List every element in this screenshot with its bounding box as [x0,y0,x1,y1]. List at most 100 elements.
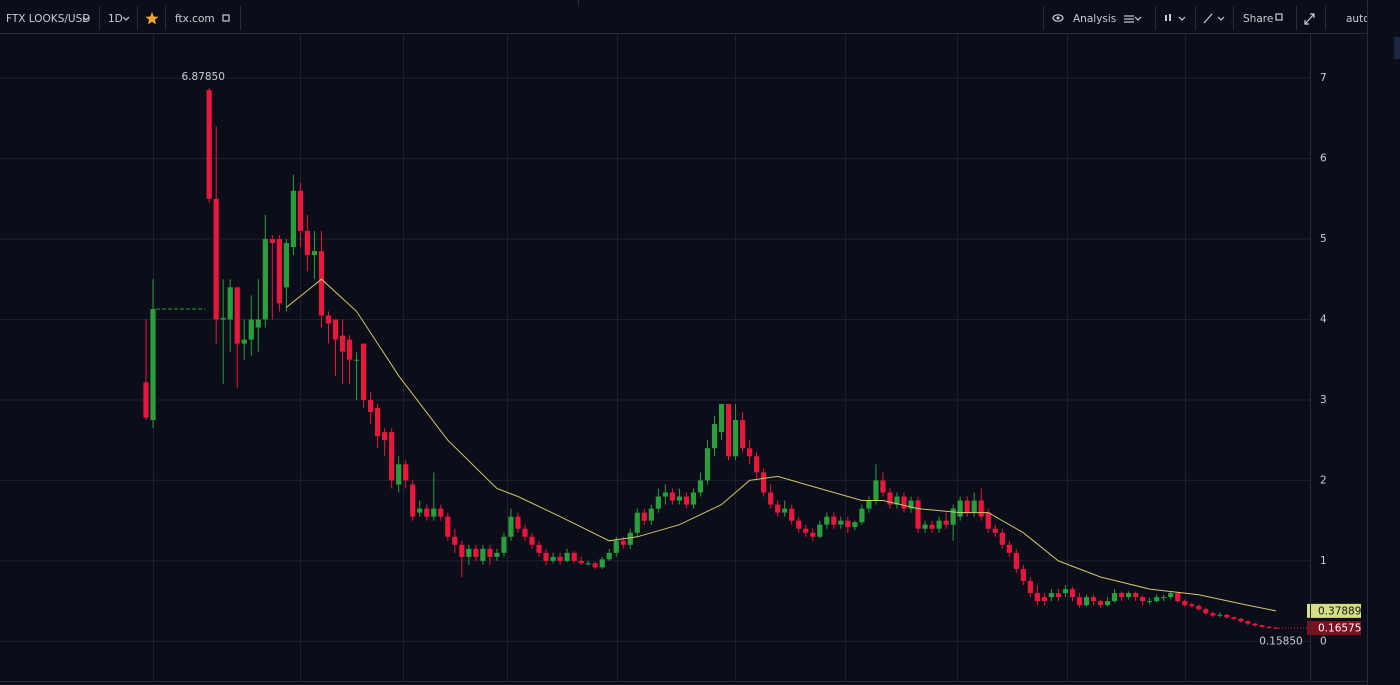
candle-body [866,500,872,509]
candle-body [676,496,683,501]
chevron-icon [1217,16,1225,21]
candle-body [831,516,837,525]
candle-body [375,408,381,437]
candle-body [445,516,451,537]
candle-body [431,508,437,517]
chevron-icon [122,16,130,21]
candle-body [578,560,584,564]
candle-body [754,456,760,473]
candle-body [950,508,956,525]
candle-body [304,230,311,256]
candle-body [1259,625,1265,627]
candle-body [606,552,612,560]
indicator-icon [1124,15,1134,23]
candle-body [929,524,935,529]
candle-body [873,480,879,501]
candle-body [297,190,304,231]
candle-body [332,319,339,340]
candle-body [1161,597,1167,599]
candle-body [718,403,725,433]
candle-body [501,536,507,553]
external-icon [1275,13,1283,21]
toolbar [0,0,1367,33]
scale-mode[interactable]: auto [1346,13,1370,25]
candle-body [1203,609,1209,614]
copy-icon [222,14,230,22]
favorite-star[interactable] [145,12,159,25]
candle-body [206,90,212,199]
candle-body [817,524,823,537]
candle-body [1048,593,1055,598]
candle-body [999,532,1005,545]
candle-body [662,492,668,497]
candle-body [599,559,605,568]
candle-body [669,492,675,501]
candle-body [1006,544,1012,553]
candle-body [732,420,739,457]
candle-body [894,496,900,505]
side-panel-tab[interactable] [1394,37,1400,59]
chevron-icon [82,16,90,21]
candle-body [382,432,388,441]
share-button[interactable]: Share [1243,13,1273,25]
candle-body [536,544,542,553]
candle-body [789,508,795,521]
candle-body [901,496,907,509]
candle-body [213,198,219,320]
candle-body [803,528,809,533]
candle-body [852,522,858,528]
candle-body [634,512,640,533]
candle-body [339,335,346,352]
fullscreen-icon[interactable] [1304,13,1315,25]
y-tick-label: 1 [1320,555,1327,567]
chevron-icon [1134,16,1142,21]
analysis-button[interactable]: Analysis [1073,13,1116,25]
candle-body [739,420,746,449]
ma-last-badge [1307,603,1361,618]
candle-body [824,516,830,525]
candle-body [1182,601,1188,606]
candle-body [704,448,711,481]
candle-body [276,239,282,304]
symbol-selector[interactable]: FTX LOOKS/USD [6,13,90,25]
candle-body [1062,589,1069,594]
candle-body [389,432,395,481]
candle-body [1013,552,1019,569]
candle-body [1231,617,1237,619]
candle-body [978,500,984,517]
source-link[interactable]: ftx.com [175,13,215,25]
candle-body [585,563,591,565]
candle-body [480,548,486,561]
candle-body [571,552,577,561]
chevron-icon [1178,16,1186,21]
last-price-value: 0.16575 [1318,623,1361,635]
candle-body [1126,593,1132,598]
candle-body [697,480,704,493]
candle-body [915,500,921,529]
candle-body [1118,593,1125,598]
candle-body [564,552,570,561]
eye-icon [1052,14,1064,22]
candle-body [1069,589,1076,598]
candle-body [782,508,788,513]
candle-body [880,480,886,493]
candle-body [529,536,535,545]
candle-body [1217,614,1223,616]
candle-body [887,492,893,505]
candle-body [1175,593,1181,602]
candle-body [985,512,991,529]
candle-body [543,552,549,561]
candle-body [641,512,647,521]
candle-body [515,516,521,529]
candle-body [269,239,275,244]
candle-body [255,319,261,328]
candle-body [810,532,816,537]
interval-selector[interactable]: 1D [108,13,123,25]
candle-body [403,464,409,481]
candle-body [550,556,556,561]
chart-type-icon[interactable] [1165,14,1171,21]
candle-body [262,239,268,320]
draw-icon[interactable] [1203,13,1213,24]
candle-body [1041,597,1047,602]
